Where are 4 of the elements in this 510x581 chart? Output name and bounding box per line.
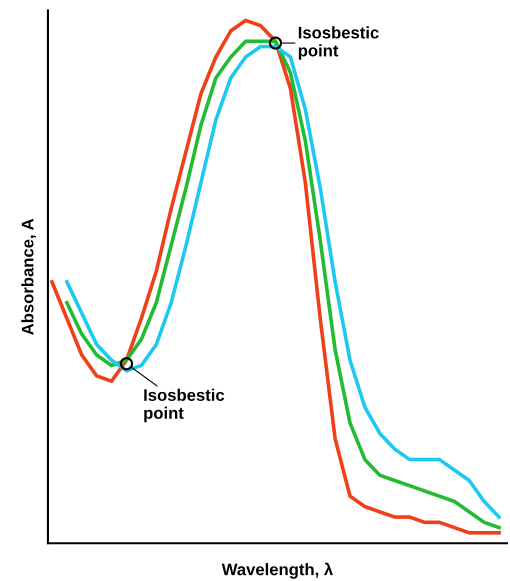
annotation: Isosbestic point (144, 388, 224, 422)
x-axis-title: Wavelength, λ (222, 562, 333, 579)
annotation: Isosbestic point (298, 26, 379, 60)
y-axis-title: Absorbance, A (21, 218, 36, 335)
